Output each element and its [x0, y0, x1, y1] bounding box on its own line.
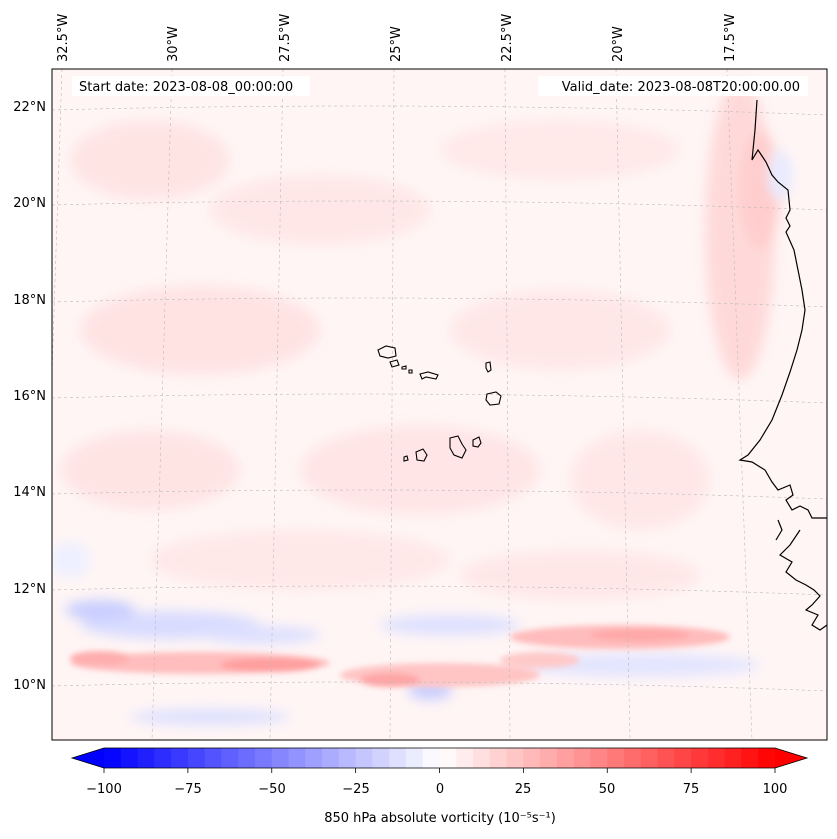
colorbar-segment	[221, 748, 239, 768]
longitude-labels: 32.5°W 30°W 27.5°W 25°W 22.5°W 20°W 17.5…	[56, 14, 738, 62]
colorbar-segment	[489, 748, 508, 768]
lon-label: 27.5°W	[278, 14, 293, 62]
colorbar-low-extend	[72, 748, 104, 768]
colorbar-segment	[473, 748, 491, 768]
colorbar-segment	[439, 748, 457, 768]
colorbar-segment	[674, 748, 692, 768]
colorbar-tick-label: 0	[436, 782, 444, 797]
colorbar-tick-label: 75	[683, 782, 700, 797]
colorbar-label: 850 hPa absolute vorticity (10⁻⁵s⁻¹)	[324, 811, 556, 826]
colorbar-segment	[204, 748, 222, 768]
colorbar-segment	[724, 748, 742, 768]
colorbar-segment	[691, 748, 709, 768]
colorbar-segment	[456, 748, 474, 768]
colorbar-segment	[506, 748, 524, 768]
colorbar-segment	[389, 748, 407, 768]
lat-label: 18°N	[13, 293, 46, 308]
lat-label: 12°N	[13, 582, 46, 597]
colorbar-segment	[758, 748, 776, 768]
valid-date-label: Valid_date: 2023-08-08T20:00:00.00	[562, 80, 800, 95]
colorbar-tick-label: −50	[258, 782, 285, 797]
start-date-label: Start date: 2023-08-08_00:00:00	[79, 80, 293, 95]
colorbar-segment	[271, 748, 290, 768]
colorbar-segment	[556, 748, 575, 768]
coastline	[738, 99, 827, 631]
colorbar-tick-label: −75	[174, 782, 201, 797]
colorbar-tick-label: −100	[86, 782, 122, 797]
lon-label: 25°W	[389, 26, 404, 62]
colorbar-segment	[741, 748, 759, 768]
colorbar-segment	[640, 748, 659, 768]
lon-label: 22.5°W	[500, 14, 515, 62]
colorbar-high-extend	[775, 748, 807, 768]
vorticity-field	[52, 69, 827, 740]
start-date-box	[72, 76, 310, 96]
colorbar-segment	[624, 748, 642, 768]
colorbar-segment	[171, 748, 189, 768]
colorbar-ticks: −100 −75 −50 −25 0 25 50 75 100	[86, 768, 787, 797]
colorbar-segment	[322, 748, 340, 768]
lon-label: 20°W	[611, 26, 626, 62]
colorbar-segment	[523, 748, 541, 768]
colorbar-segment	[238, 748, 256, 768]
colorbar-segment	[422, 748, 440, 768]
lat-label: 14°N	[13, 485, 46, 500]
gridlines	[52, 69, 827, 740]
lat-label: 16°N	[13, 389, 46, 404]
colorbar-tick-label: −25	[342, 782, 369, 797]
colorbar-segment	[573, 748, 591, 768]
colorbar-segment	[607, 748, 625, 768]
valid-date-box	[538, 76, 808, 96]
colorbar-segments	[104, 748, 776, 768]
colorbar-segment	[187, 748, 206, 768]
colorbar-segment	[405, 748, 424, 768]
colorbar-segment	[288, 748, 306, 768]
lat-label: 10°N	[13, 678, 46, 693]
colorbar-segment	[305, 748, 323, 768]
colorbar-tick-label: 50	[599, 782, 616, 797]
latitude-labels: 22°N 20°N 18°N 16°N 14°N 12°N 10°N	[13, 100, 46, 693]
colorbar-tick-label: 100	[763, 782, 788, 797]
colorbar-segment	[540, 748, 558, 768]
colorbar-segment	[104, 748, 122, 768]
colorbar: −100 −75 −50 −25 0 25 50 75 100 850 hPa …	[70, 747, 809, 826]
colorbar-segment	[372, 748, 390, 768]
colorbar-segment	[154, 748, 172, 768]
map-frame	[51, 68, 828, 741]
lon-label: 32.5°W	[56, 14, 71, 62]
colorbar-segment	[657, 748, 675, 768]
map-panel: Start date: 2023-08-08_00:00:00 Valid_da…	[13, 14, 828, 741]
lon-label: 17.5°W	[723, 14, 738, 62]
colorbar-segment	[254, 748, 273, 768]
colorbar-segment	[120, 748, 139, 768]
lat-label: 22°N	[13, 100, 46, 115]
cape-verde-islands	[377, 345, 502, 462]
colorbar-segment	[137, 748, 155, 768]
colorbar-segment	[707, 748, 726, 768]
colorbar-tick-label: 25	[515, 782, 532, 797]
colorbar-segment	[590, 748, 608, 768]
lon-label: 30°W	[166, 26, 181, 62]
colorbar-segment	[338, 748, 357, 768]
lat-label: 20°N	[13, 196, 46, 211]
colorbar-segment	[355, 748, 373, 768]
